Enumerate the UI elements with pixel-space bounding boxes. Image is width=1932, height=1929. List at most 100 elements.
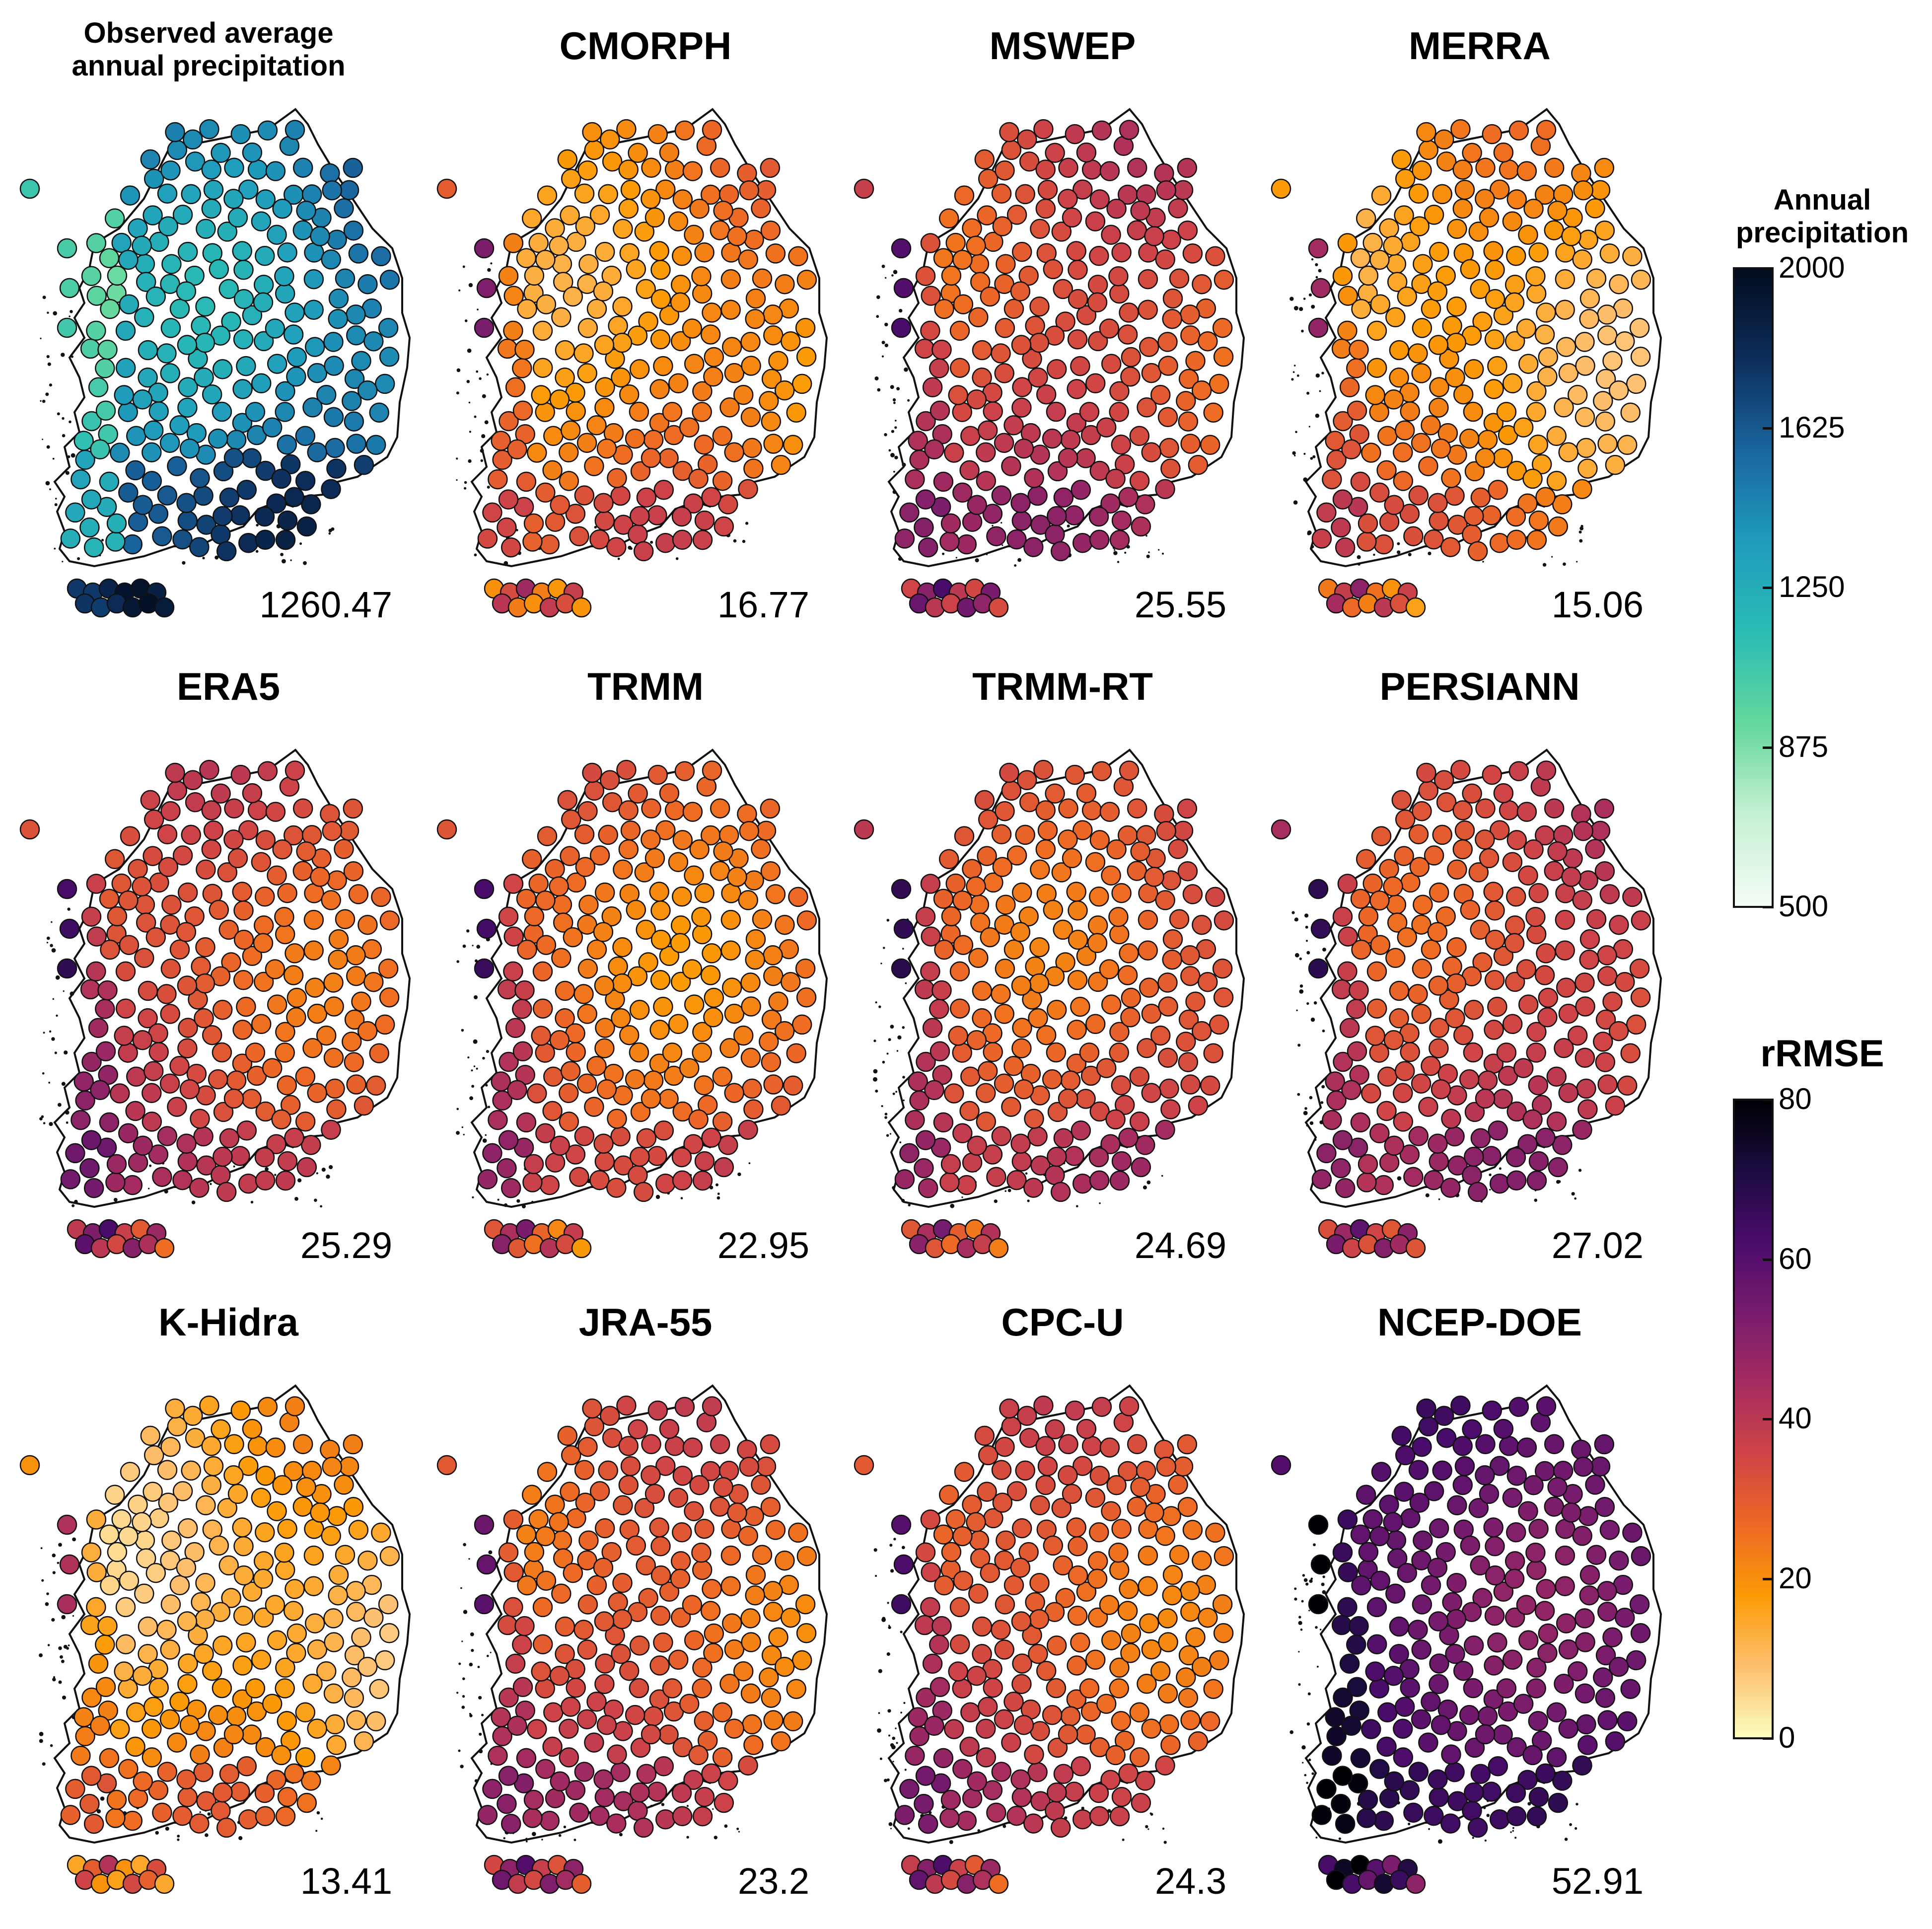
station-marker [1555,940,1575,961]
station-marker [265,1595,286,1615]
station-marker [230,1146,250,1166]
station-marker [891,238,912,259]
station-marker [740,972,761,993]
station-marker [952,1526,973,1547]
station-marker [1178,369,1199,389]
station-marker [346,1601,366,1622]
island-speck [51,1037,55,1041]
station-marker [285,1579,305,1599]
station-marker [1158,356,1178,376]
station-marker [1351,298,1371,319]
island-speck [69,315,71,317]
island-speck [737,1172,741,1177]
station-marker [342,1667,362,1688]
station-marker [978,1445,999,1466]
station-marker [128,218,148,238]
island-speck [1014,564,1017,567]
island-speck [58,1680,62,1684]
station-marker [1594,220,1615,241]
station-marker [265,1437,286,1458]
station-marker [1001,456,1021,476]
island-speck [1499,1167,1502,1170]
station-marker [1452,1436,1473,1456]
station-marker [636,279,656,299]
station-marker [611,1643,631,1664]
station-marker [1141,363,1162,383]
station-marker [1435,906,1456,927]
island-speck [738,1831,740,1833]
island-speck [66,1121,69,1124]
map-cpc-u [854,1384,1245,1894]
island-speck [897,1035,902,1039]
station-marker [980,286,1001,307]
station-marker [60,1169,81,1189]
station-marker [322,180,342,201]
station-marker [1369,1123,1390,1144]
station-marker [986,1802,1006,1823]
island-speck [891,274,894,277]
panel-title: ERA5 [176,665,281,708]
island-speck [875,1001,877,1004]
station-marker [545,859,565,879]
station-marker [97,1616,118,1636]
station-marker [1085,1014,1106,1035]
station-marker [1030,515,1051,535]
island-speck [1320,1101,1324,1104]
station-marker [218,919,239,940]
station-marker [577,160,598,181]
station-marker [1144,867,1164,887]
station-marker [1447,1791,1468,1811]
station-marker [606,537,627,557]
station-marker [1523,199,1544,219]
station-marker [653,1632,673,1653]
station-marker [1366,358,1387,378]
station-marker [983,1677,1003,1698]
island-speck [1307,530,1312,535]
station-marker [1347,400,1367,421]
station-marker [120,185,141,206]
station-marker [202,1660,222,1681]
station-marker [253,1607,274,1628]
station-marker [512,358,532,378]
station-marker [692,1022,713,1042]
station-marker [57,238,77,259]
station-marker [1590,1456,1611,1477]
station-marker [1502,373,1523,394]
station-marker [1391,149,1412,170]
station-marker [1506,1101,1527,1122]
island-speck [487,485,490,489]
station-marker [1023,537,1044,557]
station-marker [275,1678,295,1699]
station-marker [1162,949,1182,970]
station-marker [307,1639,328,1660]
station-marker [974,1425,995,1446]
station-marker [1006,1170,1027,1190]
station-marker [1089,246,1109,266]
station-marker [1067,970,1088,990]
station-marker [1436,792,1457,813]
island-speck [490,262,493,265]
station-marker [143,1445,164,1466]
station-marker [670,1607,691,1628]
station-marker [549,1030,570,1050]
station-marker [552,1530,572,1551]
station-marker [159,433,180,453]
station-marker [1502,1649,1523,1670]
station-marker [1109,924,1130,945]
island-speck [1556,1180,1560,1184]
station-marker [517,939,537,960]
station-marker [196,515,216,535]
station-marker [196,859,216,880]
station-marker [1431,438,1451,459]
station-marker [1424,1170,1444,1190]
station-marker [477,1805,498,1825]
station-marker [1027,1126,1048,1147]
station-marker [1485,260,1505,280]
station-marker [148,504,169,524]
island-speck [901,1198,905,1202]
station-marker [118,249,139,270]
station-marker [1325,431,1345,451]
station-marker [528,232,549,253]
station-marker [600,1406,620,1426]
station-marker [226,430,247,450]
